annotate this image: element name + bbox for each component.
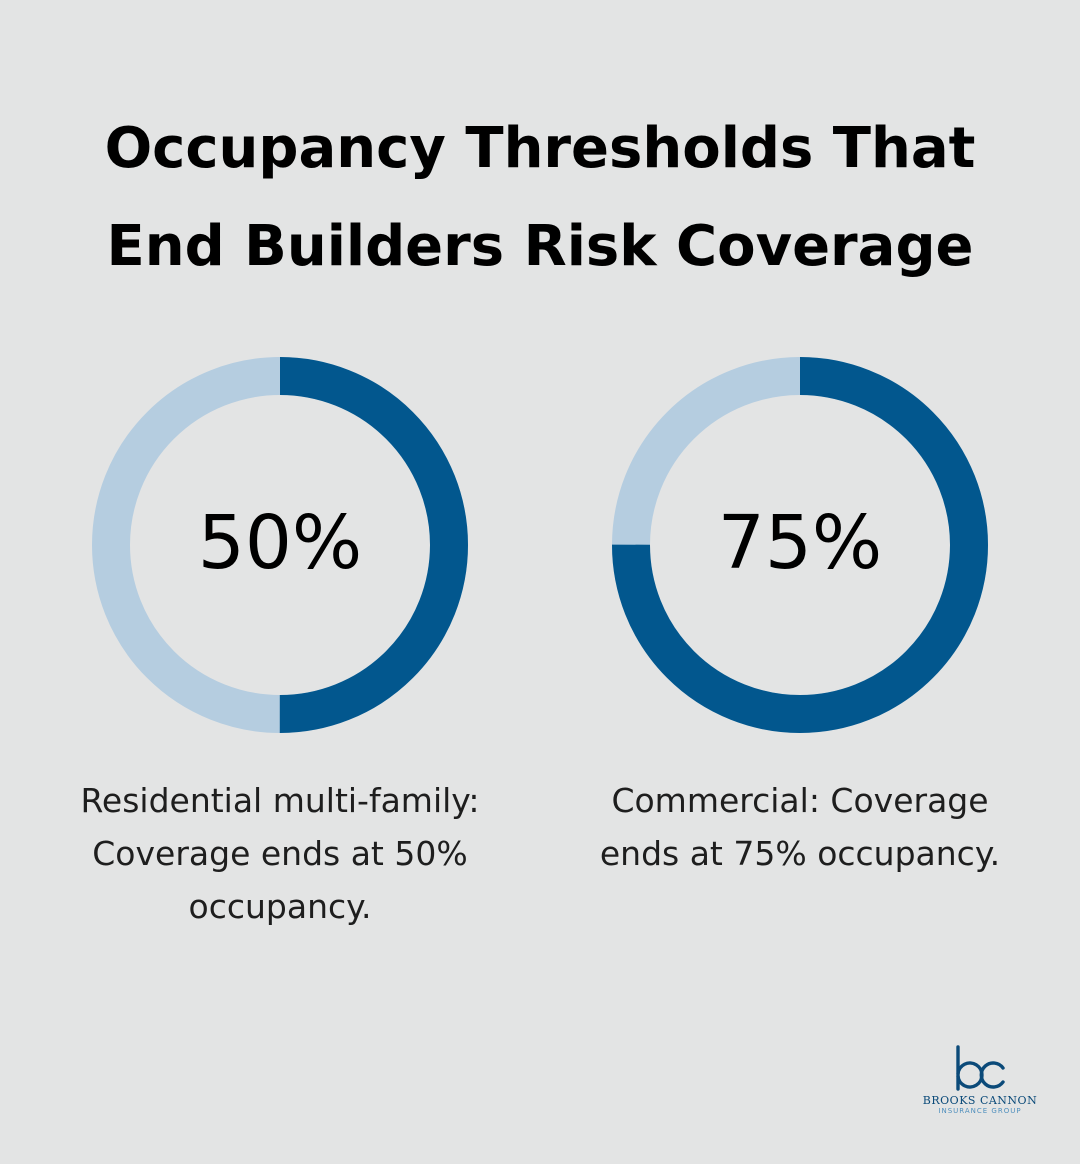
donut-svg-commercial [612,357,988,733]
donut-value-label: 50% [197,500,363,586]
caption-line: ends at 75% occupancy. [599,834,1001,873]
bc-monogram-icon [956,1045,1005,1091]
title-line-2: End Builders Risk Coverage [106,214,974,279]
donut-value-arc [612,357,988,733]
caption-line: occupancy. [188,887,372,926]
caption-line: Commercial: Coverage [611,781,989,820]
caption-line: Residential multi-family: [80,781,480,820]
donut-value-arc [92,357,468,733]
donut-value-label: 75% [717,500,883,586]
title-line-1: Occupancy Thresholds That [104,116,976,181]
donut-svg-residential [92,357,468,733]
caption-commercial: Commercial: Coverage ends at 75% occupan… [565,774,1035,880]
chart-title: Occupancy Thresholds That End Builders R… [0,100,1080,296]
donut-chart-residential: 50% [90,355,470,735]
logo-company-subtitle: INSURANCE GROUP [938,1107,1022,1115]
caption-line: Coverage ends at 50% [92,834,468,873]
caption-residential: Residential multi-family: Coverage ends … [45,774,515,933]
donut-chart-commercial: 75% [610,355,990,735]
logo-company-name: BROOKS CANNON [922,1094,1038,1107]
brooks-cannon-logo: BROOKS CANNON INSURANCE GROUP [915,1045,1045,1125]
